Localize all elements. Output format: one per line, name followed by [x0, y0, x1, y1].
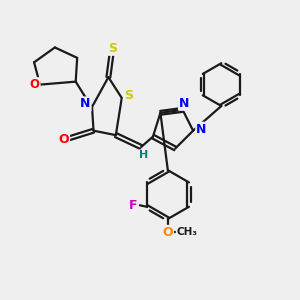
Text: F: F: [129, 199, 138, 212]
Text: N: N: [80, 98, 91, 110]
Text: S: S: [108, 42, 117, 55]
Text: O: O: [30, 78, 40, 91]
Text: N: N: [179, 97, 189, 110]
Text: N: N: [196, 123, 207, 136]
Text: S: S: [124, 89, 133, 102]
Text: O: O: [163, 226, 173, 239]
Text: CH₃: CH₃: [177, 227, 198, 237]
Text: H: H: [140, 150, 149, 161]
Text: O: O: [58, 133, 69, 146]
